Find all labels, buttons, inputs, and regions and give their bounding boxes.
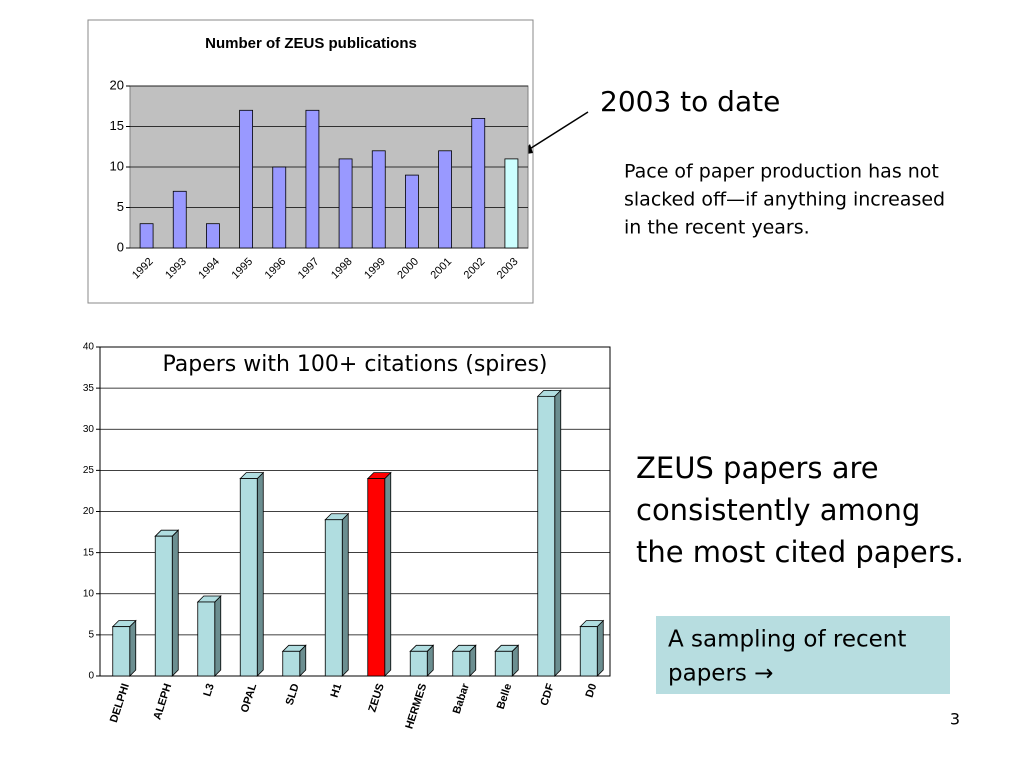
y-tick-label: 25 bbox=[83, 465, 95, 476]
bar bbox=[282, 650, 301, 677]
bar bbox=[537, 395, 556, 677]
statement-line: the most cited papers. bbox=[636, 535, 964, 569]
bar bbox=[504, 158, 519, 249]
note-line: Pace of paper production has not bbox=[624, 161, 939, 183]
x-tick-label: Babar bbox=[451, 681, 472, 715]
page-number: 3 bbox=[950, 710, 960, 729]
box-line: papers → bbox=[668, 661, 773, 687]
bar bbox=[139, 223, 154, 249]
bar-side bbox=[341, 512, 349, 677]
y-tick-label: 5 bbox=[117, 199, 124, 214]
bar-side bbox=[214, 595, 222, 677]
callout-arrow bbox=[527, 111, 589, 151]
y-tick-label: 15 bbox=[83, 547, 95, 558]
y-tick-label: 0 bbox=[117, 239, 124, 254]
callout: 2003 to date bbox=[600, 85, 780, 118]
chart-title: Number of ZEUS publications bbox=[205, 35, 417, 52]
x-tick-label: SLD bbox=[284, 682, 302, 707]
bar bbox=[405, 174, 419, 249]
bar-side bbox=[129, 619, 137, 677]
chart-title: Papers with 100+ citations (spires) bbox=[162, 352, 547, 377]
bar bbox=[324, 519, 343, 677]
y-tick-label: 0 bbox=[88, 671, 94, 682]
bar-side bbox=[554, 389, 562, 677]
bar bbox=[579, 626, 598, 677]
bar-side bbox=[596, 619, 604, 677]
statement-line: ZEUS papers are bbox=[636, 451, 879, 485]
x-tick-label: ZEUS bbox=[366, 682, 386, 714]
bar bbox=[471, 118, 486, 249]
bar bbox=[409, 650, 428, 677]
bar bbox=[338, 158, 353, 249]
bar bbox=[438, 150, 452, 249]
bar bbox=[239, 109, 253, 249]
y-tick-label: 10 bbox=[83, 588, 95, 599]
y-tick-label: 5 bbox=[88, 630, 94, 641]
y-tick-label: 10 bbox=[110, 158, 124, 173]
box-line: A sampling of recent bbox=[668, 627, 906, 653]
y-tick-label: 30 bbox=[83, 424, 95, 435]
bar bbox=[154, 535, 173, 677]
x-tick-label: D0 bbox=[584, 682, 600, 699]
bar bbox=[172, 190, 187, 249]
bar bbox=[367, 478, 386, 677]
bar bbox=[112, 626, 131, 677]
bar bbox=[305, 109, 320, 249]
bar bbox=[272, 166, 287, 249]
x-tick-label: CDF bbox=[538, 682, 556, 707]
bar bbox=[197, 601, 216, 677]
x-tick-label: H1 bbox=[329, 682, 345, 699]
bar-side bbox=[256, 471, 264, 677]
y-tick-label: 20 bbox=[110, 77, 124, 92]
x-tick-label: HERMES bbox=[403, 682, 429, 730]
bar-side bbox=[384, 471, 392, 677]
y-tick-label: 20 bbox=[83, 506, 95, 517]
y-tick-label: 15 bbox=[110, 118, 124, 133]
bar bbox=[371, 150, 386, 249]
x-tick-label: Belle bbox=[495, 682, 515, 711]
bar bbox=[206, 223, 220, 249]
y-tick-label: 40 bbox=[83, 342, 95, 353]
title-box bbox=[104, 348, 606, 382]
x-tick-label: DELPHI bbox=[108, 682, 132, 724]
bar-side bbox=[171, 529, 179, 677]
note-line: in the recent years. bbox=[624, 217, 810, 239]
x-tick-label: ALEPH bbox=[151, 682, 174, 721]
note-box bbox=[656, 616, 950, 694]
statement-line: consistently among bbox=[636, 493, 920, 527]
bar bbox=[494, 650, 513, 677]
bar bbox=[452, 650, 471, 677]
bar bbox=[239, 478, 258, 677]
x-tick-label: L3 bbox=[201, 682, 216, 698]
note-line: slacked off—if anything increased bbox=[624, 189, 945, 211]
x-tick-label: OPAL bbox=[239, 682, 260, 714]
y-tick-label: 35 bbox=[83, 383, 95, 394]
